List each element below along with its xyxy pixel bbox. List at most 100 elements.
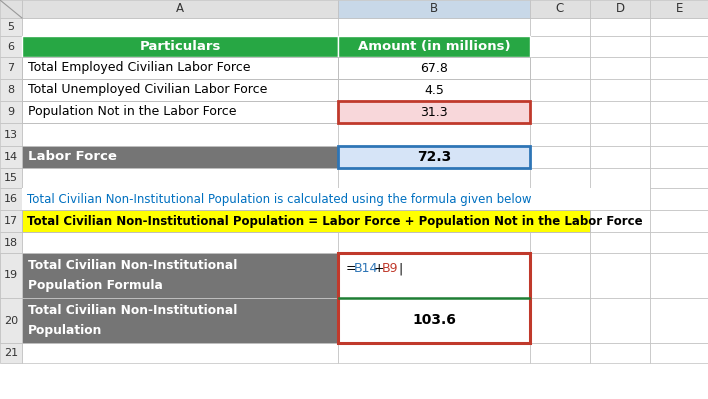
Text: 67.8: 67.8	[420, 61, 448, 75]
Bar	[338, 298, 530, 343]
Bar	[530, 188, 590, 210]
Bar	[650, 36, 708, 57]
Bar	[0, 18, 22, 36]
Bar	[0, 232, 22, 253]
Bar	[530, 18, 590, 36]
Bar	[0, 210, 22, 232]
Bar	[590, 253, 650, 298]
Bar	[0, 298, 22, 343]
Bar	[22, 188, 650, 210]
Text: 19: 19	[4, 271, 18, 280]
Text: +: +	[374, 262, 384, 275]
Text: A: A	[176, 2, 184, 16]
Bar	[650, 101, 708, 123]
Bar	[338, 57, 530, 79]
Bar	[338, 79, 530, 101]
Text: Total Employed Civilian Labor Force: Total Employed Civilian Labor Force	[28, 61, 251, 75]
Bar	[338, 253, 530, 298]
Bar	[338, 101, 530, 123]
Text: B: B	[430, 2, 438, 16]
Bar	[22, 36, 338, 57]
Bar	[590, 146, 650, 168]
Bar	[338, 101, 530, 123]
Text: Total Civilian Non-Institutional Population is calculated using the formula give: Total Civilian Non-Institutional Populat…	[27, 192, 532, 205]
Bar	[650, 343, 708, 363]
Text: 20: 20	[4, 316, 18, 326]
Text: 13: 13	[4, 130, 18, 140]
Bar	[338, 232, 530, 253]
Bar	[22, 168, 338, 188]
Text: 72.3: 72.3	[417, 150, 451, 164]
Bar	[22, 343, 338, 363]
Bar	[22, 79, 338, 101]
Bar	[22, 210, 590, 232]
Bar	[0, 123, 22, 146]
Bar	[590, 101, 650, 123]
Bar	[650, 298, 708, 343]
Text: 31.3: 31.3	[420, 105, 448, 119]
Text: Total Civilian Non-Institutional: Total Civilian Non-Institutional	[28, 259, 237, 272]
Bar	[338, 298, 530, 343]
Bar	[22, 57, 338, 79]
Text: Total Unemployed Civilian Labor Force: Total Unemployed Civilian Labor Force	[28, 83, 268, 97]
Bar	[0, 253, 22, 298]
Bar	[590, 168, 650, 188]
Bar	[530, 36, 590, 57]
Text: 21: 21	[4, 348, 18, 358]
Text: 20: 20	[4, 316, 18, 326]
Text: 19: 19	[4, 271, 18, 280]
Bar	[22, 0, 338, 18]
Bar	[0, 0, 22, 18]
Bar	[338, 168, 530, 188]
Bar	[650, 253, 708, 298]
Bar	[650, 123, 708, 146]
Bar	[338, 36, 530, 57]
Bar	[338, 146, 530, 168]
Bar	[22, 232, 338, 253]
Bar	[22, 298, 338, 343]
Bar	[22, 36, 338, 57]
Bar	[22, 210, 338, 232]
Bar	[530, 79, 590, 101]
Bar	[590, 232, 650, 253]
Bar	[22, 146, 338, 168]
Bar	[0, 188, 22, 210]
Bar	[650, 18, 708, 36]
Text: D: D	[615, 2, 624, 16]
Bar	[22, 57, 338, 79]
Text: 16: 16	[4, 194, 18, 204]
Bar	[338, 123, 530, 146]
Bar	[22, 123, 338, 146]
Bar	[338, 18, 530, 36]
Text: Population Not in the Labor Force: Population Not in the Labor Force	[28, 105, 236, 119]
Bar	[0, 298, 22, 343]
Bar	[338, 36, 530, 57]
Bar	[590, 18, 650, 36]
Bar	[338, 188, 530, 210]
Text: 8: 8	[8, 85, 15, 95]
Text: 4.5: 4.5	[424, 83, 444, 97]
Bar	[338, 0, 530, 18]
Bar	[530, 232, 590, 253]
Bar	[338, 57, 530, 79]
Bar	[650, 57, 708, 79]
Bar	[650, 168, 708, 188]
Text: Labor Force: Labor Force	[28, 150, 117, 164]
Text: Population: Population	[28, 324, 103, 337]
Bar	[530, 253, 590, 298]
Bar	[0, 79, 22, 101]
Bar	[530, 210, 590, 232]
Bar	[590, 123, 650, 146]
Bar	[530, 0, 590, 18]
Bar	[650, 79, 708, 101]
Bar	[590, 298, 650, 343]
Text: Particulars: Particulars	[139, 40, 221, 53]
Bar	[530, 298, 590, 343]
Text: 14: 14	[4, 152, 18, 162]
Text: 18: 18	[4, 237, 18, 247]
Bar	[650, 232, 708, 253]
Text: 9: 9	[8, 107, 15, 117]
Bar	[590, 210, 650, 232]
Bar	[530, 101, 590, 123]
Bar	[22, 298, 338, 343]
